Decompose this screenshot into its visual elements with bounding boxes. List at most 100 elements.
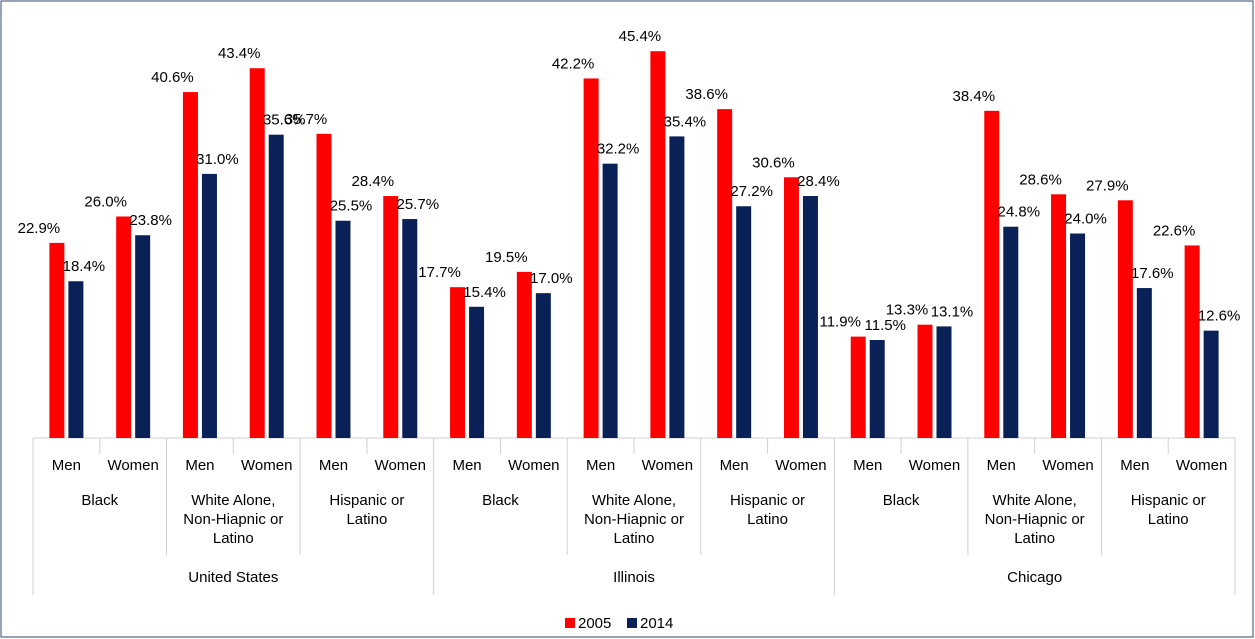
data-label: 22.6% bbox=[1153, 222, 1196, 239]
data-label: 24.0% bbox=[1064, 210, 1107, 227]
bar bbox=[402, 219, 418, 438]
x-tick-label: Men bbox=[452, 457, 481, 474]
data-label: 32.2% bbox=[597, 141, 640, 158]
data-label: 27.9% bbox=[1086, 177, 1129, 194]
data-label: 13.1% bbox=[931, 303, 974, 320]
x-tick-label: Women bbox=[375, 457, 426, 474]
bar bbox=[583, 78, 599, 439]
bar bbox=[135, 235, 151, 438]
data-label: 18.4% bbox=[63, 258, 106, 275]
x-tick-label: Women bbox=[508, 457, 559, 474]
group-label: White Alone, Non-Hiapnic or Latino bbox=[183, 492, 284, 547]
data-label: 42.2% bbox=[552, 55, 595, 72]
bar bbox=[1070, 233, 1086, 438]
data-label: 43.4% bbox=[218, 45, 261, 62]
bar bbox=[1117, 200, 1133, 438]
group-label: Hispanic or Latino bbox=[329, 492, 405, 528]
bar bbox=[936, 326, 952, 438]
data-label: 28.4% bbox=[797, 173, 840, 190]
bar bbox=[383, 196, 399, 438]
x-tick-label: Men bbox=[987, 457, 1016, 474]
group-label: Black bbox=[81, 492, 119, 509]
x-tick-label: Men bbox=[319, 457, 348, 474]
data-label: 12.6% bbox=[1198, 308, 1241, 325]
bar bbox=[869, 340, 885, 438]
data-label: 24.8% bbox=[998, 204, 1041, 221]
bar bbox=[669, 136, 685, 438]
legend-label: 2014 bbox=[640, 615, 673, 632]
group-label: Black bbox=[482, 492, 519, 509]
data-label: 28.4% bbox=[352, 173, 395, 190]
data-label: 17.7% bbox=[418, 264, 461, 281]
bar bbox=[516, 271, 532, 438]
bar bbox=[116, 216, 132, 438]
bar bbox=[68, 281, 84, 438]
group-label: Hispanic or Latino bbox=[1130, 492, 1206, 528]
data-label: 26.0% bbox=[84, 193, 127, 210]
bar bbox=[1051, 194, 1067, 438]
x-tick-label: Women bbox=[775, 457, 826, 474]
data-label: 38.6% bbox=[685, 86, 728, 103]
region-label: United States bbox=[188, 569, 278, 586]
group-label: White Alone, Non-Hiapnic or Latino bbox=[583, 492, 685, 547]
bar bbox=[201, 173, 217, 438]
x-tick-label: Men bbox=[1120, 457, 1149, 474]
data-label: 38.4% bbox=[953, 88, 996, 105]
x-tick-label: Women bbox=[1042, 457, 1093, 474]
region-label: Chicago bbox=[1007, 569, 1062, 586]
data-label: 35.4% bbox=[664, 113, 707, 130]
data-label: 11.9% bbox=[820, 314, 861, 331]
x-tick-label: Men bbox=[853, 457, 882, 474]
bar bbox=[1003, 226, 1019, 438]
bar bbox=[535, 293, 551, 438]
bar bbox=[736, 206, 752, 438]
x-tick-label: Women bbox=[909, 457, 960, 474]
bar bbox=[602, 163, 618, 438]
data-label: 13.3% bbox=[886, 302, 929, 319]
legend-swatch bbox=[565, 618, 575, 628]
data-label: 31.0% bbox=[196, 151, 239, 168]
bar bbox=[917, 324, 933, 438]
group-label: Black bbox=[882, 492, 920, 509]
data-label: 11.5% bbox=[865, 317, 906, 334]
x-tick-label: Women bbox=[241, 457, 292, 474]
data-label: 17.6% bbox=[1131, 265, 1174, 282]
data-label: 28.6% bbox=[1019, 171, 1062, 188]
group-label: Hispanic or Latino bbox=[730, 492, 806, 528]
data-label: 40.6% bbox=[151, 69, 194, 86]
bar bbox=[650, 51, 666, 438]
bar bbox=[1184, 245, 1200, 438]
x-tick-label: Women bbox=[1176, 457, 1227, 474]
bar bbox=[182, 92, 198, 438]
legend-label: 2005 bbox=[578, 615, 611, 632]
bar bbox=[850, 336, 866, 438]
x-tick-label: Men bbox=[185, 457, 214, 474]
bar bbox=[316, 133, 332, 438]
legend-swatch bbox=[627, 618, 637, 628]
data-label: 23.8% bbox=[129, 212, 172, 229]
x-tick-label: Men bbox=[52, 457, 81, 474]
bar bbox=[249, 68, 265, 439]
data-label: 17.0% bbox=[530, 270, 573, 287]
bar bbox=[984, 110, 1000, 438]
data-label: 19.5% bbox=[485, 249, 528, 266]
bar bbox=[268, 134, 284, 439]
bar bbox=[335, 220, 351, 438]
data-label: 30.6% bbox=[752, 154, 795, 171]
bar bbox=[802, 196, 818, 438]
bar bbox=[1136, 288, 1152, 438]
bar bbox=[1203, 330, 1219, 438]
region-label: Illinois bbox=[613, 569, 655, 586]
bar bbox=[717, 109, 733, 439]
x-tick-label: Men bbox=[586, 457, 615, 474]
x-tick-label: Women bbox=[642, 457, 693, 474]
bar bbox=[450, 287, 466, 438]
bar bbox=[783, 177, 799, 438]
data-label: 27.2% bbox=[730, 183, 773, 200]
group-label: White Alone, Non-Hiapnic or Latino bbox=[984, 492, 1085, 547]
data-label: 35.6% bbox=[263, 112, 306, 129]
data-label: 35.7% bbox=[285, 111, 328, 128]
data-label: 25.7% bbox=[397, 196, 440, 213]
